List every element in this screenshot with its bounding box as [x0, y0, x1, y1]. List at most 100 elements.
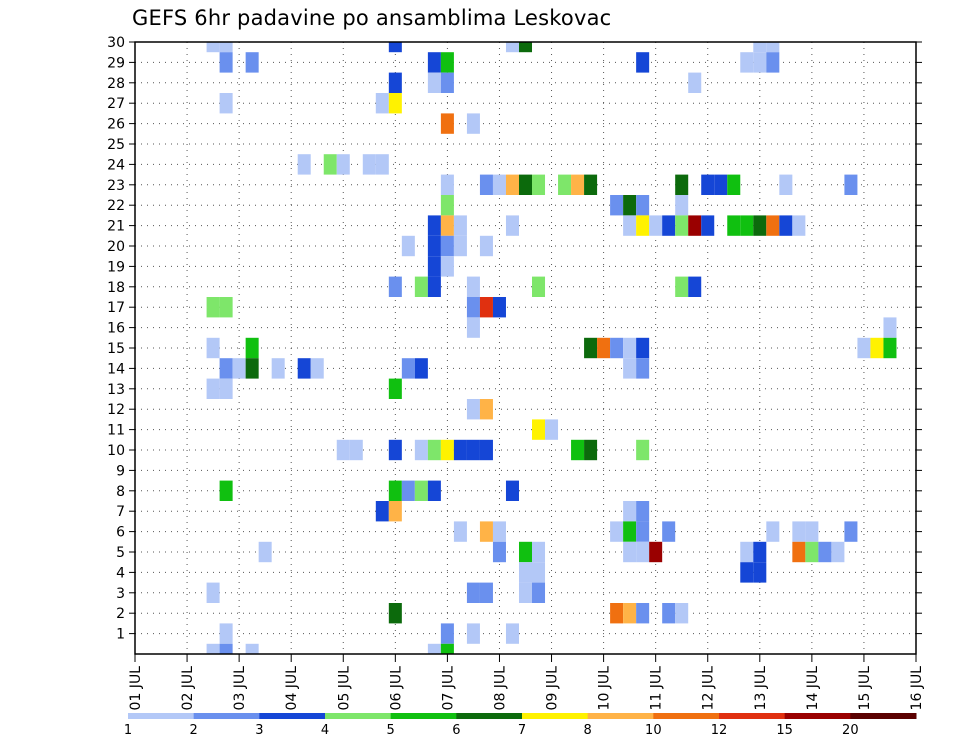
legend-label: 12	[711, 723, 728, 738]
heatmap-cell	[740, 52, 754, 73]
heatmap-cell	[545, 419, 559, 440]
heatmap-cell	[479, 439, 493, 461]
heatmap-cell	[505, 42, 519, 53]
y-tick-label: 18	[107, 280, 125, 296]
heatmap-cell	[883, 317, 897, 338]
heatmap-cell	[349, 439, 363, 461]
heatmap-cell	[245, 52, 259, 73]
heatmap-cell	[532, 419, 546, 440]
heatmap-cell	[479, 235, 493, 257]
heatmap-cell	[466, 297, 480, 318]
heatmap-cell	[479, 174, 493, 195]
heatmap-cell	[518, 174, 533, 195]
heatmap-cell	[675, 603, 689, 624]
heatmap-cell	[727, 174, 741, 195]
y-tick-label: 3	[116, 586, 125, 602]
heatmap-cell	[219, 297, 233, 318]
heatmap-cell	[844, 174, 858, 195]
heatmap-cell	[206, 643, 220, 654]
heatmap-cell	[688, 215, 702, 236]
heatmap-cell	[701, 215, 715, 236]
heatmap-cell	[662, 215, 676, 236]
y-tick-label: 16	[107, 321, 125, 337]
heatmap-cell	[636, 215, 650, 236]
heatmap-cell	[597, 337, 611, 359]
heatmap-cell	[427, 52, 441, 73]
y-tick-label: 5	[116, 545, 125, 561]
heatmap-cell	[623, 358, 637, 379]
heatmap-cell	[219, 52, 233, 73]
y-tick-label: 17	[107, 300, 125, 316]
heatmap-cell	[388, 378, 402, 399]
legend-label: 7	[518, 723, 526, 738]
legend-swatch	[850, 713, 917, 719]
heatmap-cell	[779, 215, 793, 236]
heatmap-cell	[479, 582, 493, 603]
heatmap-cell	[662, 521, 676, 542]
heatmap-cell	[610, 195, 624, 216]
heatmap-cell	[388, 439, 402, 461]
heatmap-cell	[466, 113, 480, 134]
heatmap-cell	[414, 276, 428, 297]
heatmap-cell	[505, 623, 519, 644]
heatmap-cell	[219, 623, 233, 644]
legend-swatch	[456, 713, 523, 719]
heatmap-cell	[388, 603, 402, 624]
heatmap-cell	[623, 501, 637, 522]
heatmap-cell	[375, 501, 389, 522]
heatmap-cells	[206, 42, 897, 654]
heatmap-cell	[792, 541, 806, 563]
x-axis: 01 JUL 02 JUL 03 JUL 04 JUL 05 JUL 06 JUL 07 J…	[128, 654, 925, 710]
y-tick-label: 6	[116, 525, 125, 541]
y-tick-label: 11	[107, 423, 125, 439]
heatmap-cell	[492, 174, 506, 195]
heatmap-cell	[427, 256, 441, 277]
y-tick-label: 22	[107, 198, 125, 214]
heatmap-cell	[388, 93, 402, 114]
legend-label: 8	[584, 723, 592, 738]
heatmap-cell	[427, 276, 441, 297]
heatmap-cell	[753, 52, 767, 73]
heatmap-cell	[753, 562, 767, 583]
heatmap-cell	[805, 541, 819, 563]
heatmap-cell	[636, 195, 650, 216]
heatmap-cell	[623, 521, 637, 542]
heatmap-cell	[323, 154, 337, 175]
heatmap-cell	[636, 358, 650, 379]
heatmap-cell	[440, 256, 454, 277]
heatmap-cell	[636, 541, 650, 563]
heatmap-cell	[532, 541, 546, 563]
heatmap-cell	[584, 439, 598, 461]
heatmap-cell	[636, 521, 650, 542]
y-tick-label: 28	[107, 76, 125, 92]
legend-label: 10	[645, 723, 662, 738]
heatmap-cell	[206, 297, 220, 318]
heatmap-cell	[362, 154, 376, 175]
heatmap-cell	[636, 337, 650, 359]
heatmap-cell	[701, 174, 715, 195]
heatmap-cell	[219, 643, 233, 654]
y-tick-label: 20	[107, 239, 125, 255]
heatmap-cell	[792, 215, 806, 236]
heatmap-cell	[440, 52, 454, 73]
y-tick-label: 4	[116, 565, 125, 581]
heatmap-cell	[532, 562, 546, 583]
heatmap-cell	[675, 215, 689, 236]
legend-swatch	[259, 713, 326, 719]
heatmap-cell	[558, 174, 572, 195]
heatmap-cell	[336, 439, 350, 461]
heatmap-cell	[532, 582, 546, 603]
heatmap-cell	[466, 317, 480, 338]
y-tick-label: 15	[107, 341, 125, 357]
heatmap-cell	[219, 42, 233, 53]
heatmap-cell	[636, 439, 650, 461]
heatmap-cell	[414, 439, 428, 461]
heatmap-cell	[505, 480, 519, 501]
heatmap-cell	[766, 52, 780, 73]
heatmap-cell	[792, 521, 806, 542]
heatmap-cell	[440, 195, 454, 216]
x-tick-label: 05 JUL	[336, 666, 352, 711]
heatmap-cell	[740, 541, 754, 563]
heatmap-cell	[766, 521, 780, 542]
y-tick-label: 13	[107, 382, 125, 398]
